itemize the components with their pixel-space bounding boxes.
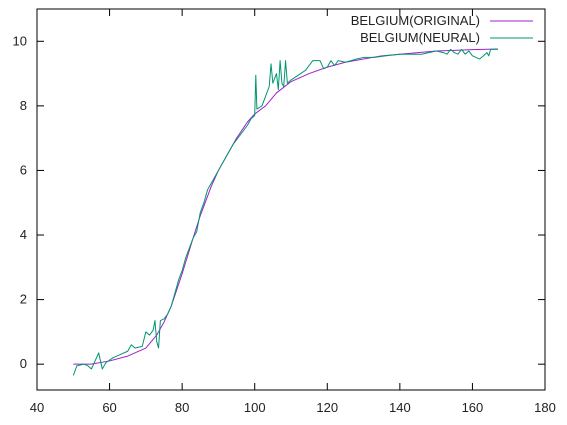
legend: BELGIUM(ORIGINAL) BELGIUM(NEURAL) [351,13,533,45]
y-tick-label: 2 [20,292,27,307]
legend-label-belgium-original: BELGIUM(ORIGINAL) [351,13,480,28]
x-tick-label: 60 [102,400,116,415]
y-tick-label: 6 [20,162,27,177]
x-tick-label: 100 [244,400,266,415]
y-tick-label: 4 [20,227,27,242]
x-tick-label: 40 [30,400,44,415]
y-tick-label: 8 [20,98,27,113]
plot-area-frame [36,8,546,391]
x-tick-label: 140 [389,400,411,415]
x-tick-label: 120 [316,400,338,415]
x-tick-label: 80 [175,400,189,415]
legend-label-belgium-neural: BELGIUM(NEURAL) [360,30,480,45]
y-tick-label: 0 [20,356,27,371]
series-line-belgium-original [73,48,498,365]
y-tick-label: 10 [13,33,27,48]
series-line-belgium-neural [72,48,498,376]
axis-ticks: 40 60 80 100 120 140 160 180 0 2 4 6 8 10 [13,9,556,415]
x-tick-label: 160 [462,400,484,415]
series-layer [72,48,498,376]
x-tick-label: 180 [534,400,556,415]
